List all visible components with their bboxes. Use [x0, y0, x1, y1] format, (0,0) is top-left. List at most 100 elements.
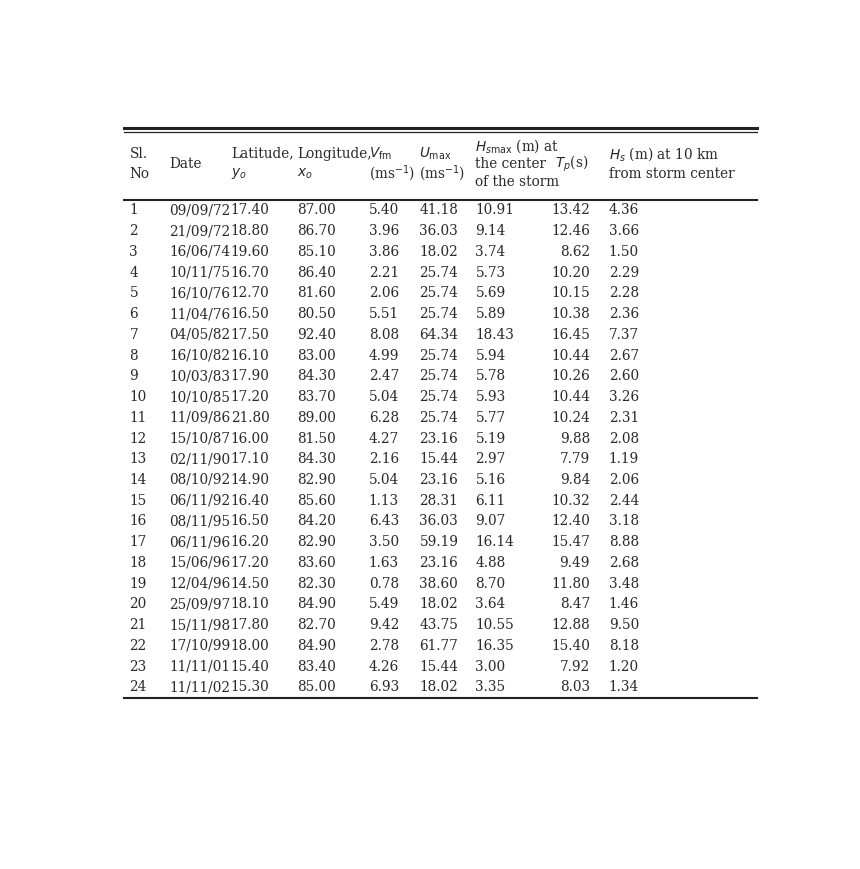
Text: 81.50: 81.50 — [298, 432, 336, 446]
Text: 86.40: 86.40 — [298, 266, 336, 280]
Text: 15.40: 15.40 — [230, 660, 270, 673]
Text: 85.10: 85.10 — [298, 245, 336, 259]
Text: 25.74: 25.74 — [420, 369, 458, 383]
Text: 59.19: 59.19 — [420, 535, 458, 549]
Text: 38.60: 38.60 — [420, 577, 458, 591]
Text: $x_o$: $x_o$ — [298, 167, 313, 181]
Text: 18.43: 18.43 — [476, 328, 514, 342]
Text: 18.02: 18.02 — [420, 245, 458, 259]
Text: 17.20: 17.20 — [230, 556, 269, 570]
Text: 10/11/75: 10/11/75 — [169, 266, 230, 280]
Text: 2.06: 2.06 — [369, 286, 399, 301]
Text: 9.84: 9.84 — [560, 473, 590, 487]
Text: 9.50: 9.50 — [609, 618, 639, 633]
Text: 8.03: 8.03 — [560, 680, 590, 694]
Text: 87.00: 87.00 — [298, 203, 336, 217]
Text: 22: 22 — [130, 639, 147, 653]
Text: 1.19: 1.19 — [609, 452, 639, 467]
Text: 82.90: 82.90 — [298, 535, 336, 549]
Text: 15: 15 — [130, 494, 147, 507]
Text: 1: 1 — [130, 203, 138, 217]
Text: 83.40: 83.40 — [298, 660, 336, 673]
Text: 2.68: 2.68 — [609, 556, 639, 570]
Text: 16.14: 16.14 — [476, 535, 514, 549]
Text: 9.42: 9.42 — [369, 618, 399, 633]
Text: 06/11/92: 06/11/92 — [169, 494, 230, 507]
Text: 20: 20 — [130, 598, 147, 612]
Text: 7.37: 7.37 — [609, 328, 639, 342]
Text: 10.91: 10.91 — [476, 203, 514, 217]
Text: 1.50: 1.50 — [609, 245, 639, 259]
Text: 25.74: 25.74 — [420, 348, 458, 362]
Text: 12.40: 12.40 — [551, 514, 590, 528]
Text: 84.90: 84.90 — [298, 598, 336, 612]
Text: 10/10/85: 10/10/85 — [169, 390, 230, 404]
Text: $H_{s{\rm max}}$ (m) at: $H_{s{\rm max}}$ (m) at — [476, 136, 560, 155]
Text: 10.26: 10.26 — [551, 369, 590, 383]
Text: 7.92: 7.92 — [560, 660, 590, 673]
Text: 17.20: 17.20 — [230, 390, 269, 404]
Text: 25.74: 25.74 — [420, 390, 458, 404]
Text: 17.40: 17.40 — [230, 203, 270, 217]
Text: 16/06/74: 16/06/74 — [169, 245, 230, 259]
Text: 18.00: 18.00 — [230, 639, 269, 653]
Text: 2.44: 2.44 — [609, 494, 639, 507]
Text: 17: 17 — [130, 535, 147, 549]
Text: 9.88: 9.88 — [560, 432, 590, 446]
Text: 5.49: 5.49 — [369, 598, 399, 612]
Text: 13.42: 13.42 — [551, 203, 590, 217]
Text: 85.60: 85.60 — [298, 494, 336, 507]
Text: 18.10: 18.10 — [230, 598, 269, 612]
Text: 6.11: 6.11 — [476, 494, 506, 507]
Text: 10/03/83: 10/03/83 — [169, 369, 230, 383]
Text: 10.38: 10.38 — [551, 307, 590, 321]
Text: 82.70: 82.70 — [298, 618, 336, 633]
Text: 12.70: 12.70 — [230, 286, 269, 301]
Text: 84.20: 84.20 — [298, 514, 336, 528]
Text: 2.67: 2.67 — [609, 348, 639, 362]
Text: 3.74: 3.74 — [476, 245, 506, 259]
Text: 15/10/87: 15/10/87 — [169, 432, 230, 446]
Text: 3.96: 3.96 — [369, 224, 399, 238]
Text: 23.16: 23.16 — [420, 556, 458, 570]
Text: 16.35: 16.35 — [476, 639, 514, 653]
Text: 81.60: 81.60 — [298, 286, 336, 301]
Text: 5.19: 5.19 — [476, 432, 506, 446]
Text: 25/09/97: 25/09/97 — [169, 598, 230, 612]
Text: Date: Date — [169, 156, 202, 171]
Text: 5.04: 5.04 — [369, 390, 399, 404]
Text: 5.16: 5.16 — [476, 473, 506, 487]
Text: 3.00: 3.00 — [476, 660, 506, 673]
Text: 2.36: 2.36 — [609, 307, 639, 321]
Text: 4.27: 4.27 — [369, 432, 399, 446]
Text: 85.00: 85.00 — [298, 680, 336, 694]
Text: 84.30: 84.30 — [298, 452, 336, 467]
Text: 5.51: 5.51 — [369, 307, 399, 321]
Text: 6: 6 — [130, 307, 138, 321]
Text: 4.88: 4.88 — [476, 556, 506, 570]
Text: 14.90: 14.90 — [230, 473, 270, 487]
Text: 11/11/02: 11/11/02 — [169, 680, 230, 694]
Text: 21.80: 21.80 — [230, 411, 269, 425]
Text: 15.47: 15.47 — [551, 535, 590, 549]
Text: 8.47: 8.47 — [560, 598, 590, 612]
Text: 5.93: 5.93 — [476, 390, 506, 404]
Text: 8.18: 8.18 — [609, 639, 639, 653]
Text: 17.90: 17.90 — [230, 369, 270, 383]
Text: 16.40: 16.40 — [230, 494, 270, 507]
Text: 2.08: 2.08 — [609, 432, 639, 446]
Text: 4.99: 4.99 — [369, 348, 399, 362]
Text: of the storm: of the storm — [476, 175, 560, 189]
Text: 0.78: 0.78 — [369, 577, 399, 591]
Text: 3.64: 3.64 — [476, 598, 506, 612]
Text: 28.31: 28.31 — [420, 494, 458, 507]
Text: 2.06: 2.06 — [609, 473, 639, 487]
Text: 5.78: 5.78 — [476, 369, 506, 383]
Text: 15.30: 15.30 — [230, 680, 269, 694]
Text: 3.50: 3.50 — [369, 535, 399, 549]
Text: 2.31: 2.31 — [609, 411, 639, 425]
Text: Latitude,: Latitude, — [230, 147, 293, 161]
Text: $T_p$(s): $T_p$(s) — [556, 154, 589, 174]
Text: 10: 10 — [130, 390, 147, 404]
Text: 3.66: 3.66 — [609, 224, 639, 238]
